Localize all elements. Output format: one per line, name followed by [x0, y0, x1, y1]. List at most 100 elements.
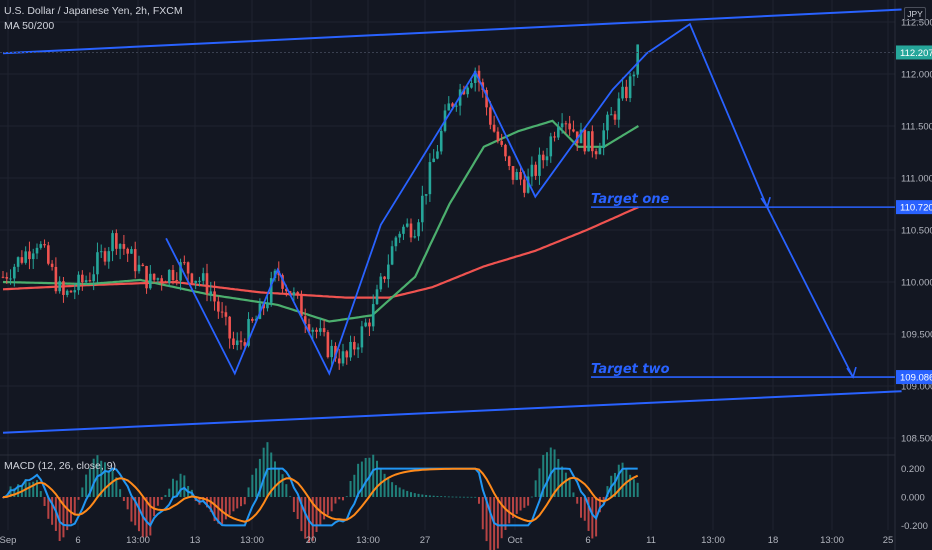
candle-body — [213, 291, 216, 302]
macd-histogram-bar — [32, 481, 35, 497]
macd-histogram-bar — [364, 457, 367, 497]
macd-histogram-bar — [621, 462, 624, 497]
macd-histogram-bar — [179, 473, 182, 497]
price-tick-7: 109.000 — [901, 382, 932, 393]
candle-body — [24, 251, 27, 263]
macd-histogram-bar — [311, 497, 314, 541]
candle-body — [239, 340, 243, 343]
macd-histogram-bar — [508, 497, 511, 524]
time-tick-5: 20 — [306, 535, 317, 546]
candle-body — [387, 264, 390, 280]
time-tick-13: 13:00 — [820, 535, 844, 546]
currency-unit-button[interactable]: JPY — [904, 7, 926, 21]
macd-histogram-bar — [232, 497, 235, 512]
macd-histogram-bar — [274, 461, 276, 497]
candle-body — [553, 136, 556, 138]
candle-body — [356, 347, 360, 350]
candle-body — [311, 329, 315, 332]
macd-histogram-bar — [576, 497, 579, 504]
macd-histogram-bar — [138, 497, 140, 532]
macd-histogram-bar — [557, 458, 560, 497]
macd-histogram-bar — [546, 452, 548, 497]
candle-body — [606, 114, 609, 131]
macd-histogram-bar — [115, 477, 118, 497]
candle-body — [88, 280, 92, 282]
candle-body — [496, 131, 500, 142]
macd-histogram-bar — [451, 496, 454, 498]
macd-histogram-bar — [304, 497, 307, 539]
macd-histogram-bar — [134, 497, 137, 526]
macd-histogram-bar — [591, 497, 594, 539]
candle-body — [62, 281, 65, 295]
macd-histogram-bar — [228, 497, 231, 515]
candle-body — [5, 277, 9, 279]
macd-histogram-bar — [617, 464, 620, 497]
candle-body — [164, 282, 167, 284]
candle-body — [572, 129, 575, 132]
candle-body — [92, 274, 95, 282]
candle-body — [84, 280, 88, 283]
candle-body — [137, 264, 141, 272]
candle-body — [477, 70, 481, 83]
macd-histogram-bar — [496, 497, 499, 549]
candle-body — [617, 98, 621, 120]
candle-body — [613, 114, 617, 120]
candle-body — [507, 156, 511, 166]
macd-histogram-bar — [164, 494, 167, 497]
candle-body — [349, 341, 352, 358]
candle-body — [171, 269, 175, 281]
candle-body — [292, 292, 296, 296]
time-tick-2: 13:00 — [126, 535, 150, 546]
macd-histogram-bar — [413, 493, 416, 497]
macd-histogram-bar — [292, 497, 295, 513]
macd-histogram-bar — [349, 480, 352, 497]
macd-histogram-bar — [561, 466, 564, 497]
candle-body — [594, 151, 598, 155]
candle-body — [515, 172, 519, 180]
macd-histogram-bar — [383, 473, 386, 497]
macd-histogram-bar — [66, 497, 69, 531]
macd-histogram-bar — [130, 497, 133, 522]
macd-histogram-bar — [417, 493, 420, 497]
candle-body — [190, 273, 194, 283]
price-tick-4: 110.500 — [901, 226, 932, 237]
macd-histogram-bar — [402, 489, 405, 497]
candle-body — [492, 124, 496, 132]
macd-histogram-bar — [602, 497, 605, 504]
macd-histogram-bar — [391, 482, 394, 497]
target_two-price-tag — [896, 370, 932, 385]
candle-body — [326, 332, 330, 358]
macd-histogram-bar — [436, 495, 439, 497]
macd-histogram-bar — [149, 497, 152, 536]
candle-body — [186, 262, 190, 274]
candle-body — [296, 292, 299, 295]
macd-histogram-bar — [243, 497, 246, 505]
macd-histogram-bar — [530, 496, 533, 498]
candle-body — [485, 90, 488, 108]
candle-body — [473, 70, 477, 84]
candle-body — [133, 249, 137, 272]
price-tick-8: 108.500 — [901, 434, 932, 445]
macd-histogram-bar — [255, 468, 258, 497]
candle-body — [394, 237, 398, 247]
macd-histogram-bar — [168, 488, 171, 497]
candle-body — [183, 262, 186, 264]
macd-histogram-bar — [387, 478, 390, 497]
macd-histogram-bar — [410, 492, 412, 497]
candle-body — [557, 127, 560, 138]
last-price-text: 112.207 — [900, 48, 932, 59]
candle-body — [315, 329, 318, 332]
candle-body — [31, 253, 35, 260]
macd-histogram-bar — [51, 497, 54, 525]
macd-histogram-bar — [111, 470, 114, 497]
macd-histogram-bar — [564, 472, 567, 497]
candle-body — [228, 316, 231, 339]
candle-body — [243, 342, 247, 346]
candle-body — [69, 290, 73, 293]
candle-body — [281, 275, 284, 289]
time-tick-11: 13:00 — [701, 535, 725, 546]
time-tick-14: 25 — [883, 535, 894, 546]
macd-histogram-bar — [440, 496, 443, 497]
price-tick-6: 109.500 — [901, 330, 932, 341]
